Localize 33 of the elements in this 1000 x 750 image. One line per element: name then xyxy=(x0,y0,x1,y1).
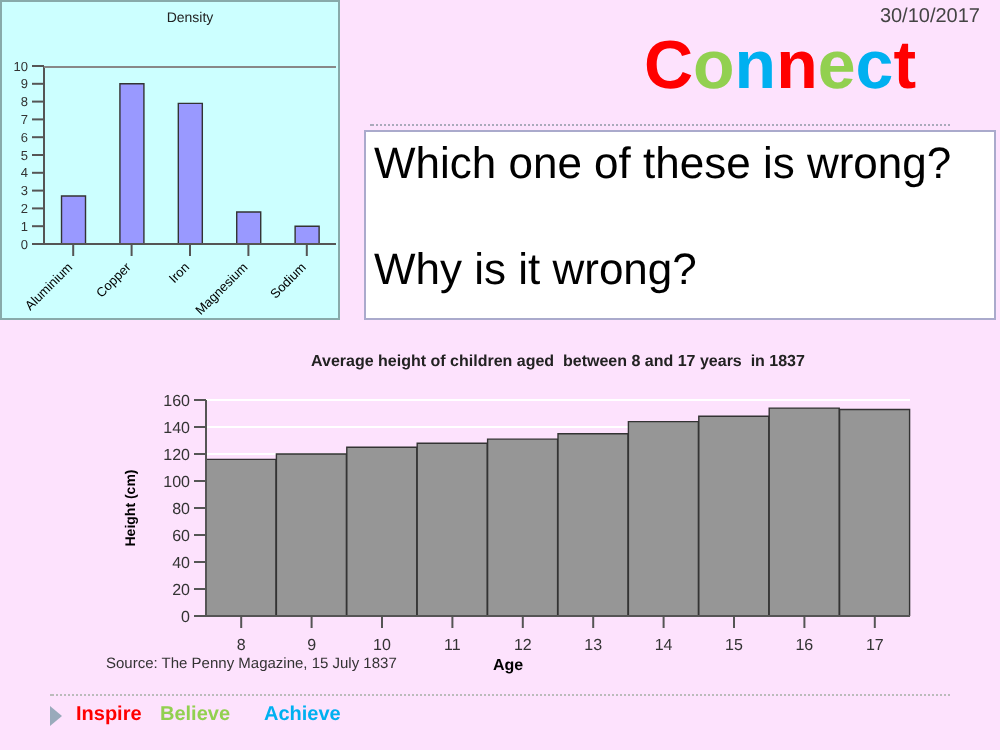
text: 30/10/2017 xyxy=(877,6,980,28)
text: Why is it wrong? xyxy=(374,244,697,296)
bar xyxy=(119,83,145,244)
text: Connect xyxy=(643,28,917,104)
chart-title: Average height of children aged between 8 and 17 years in 1837 xyxy=(309,352,807,370)
x-tick-label: 16 xyxy=(795,636,815,654)
y-tick-label: 120 xyxy=(163,445,192,464)
y-tick-label: 80 xyxy=(172,499,192,518)
x-tick-label: 14 xyxy=(654,636,674,654)
x-axis-title: Age xyxy=(492,656,525,674)
y-tick-label: 140 xyxy=(163,418,192,437)
text: Achieve xyxy=(264,704,341,726)
y-tick-label: 60 xyxy=(172,526,192,545)
x-tick-label: 10 xyxy=(373,636,392,654)
x-tick-label: 9 xyxy=(307,636,318,654)
y-tick-label: 100 xyxy=(163,472,192,491)
bar xyxy=(177,102,204,244)
x-tick-label: 15 xyxy=(725,636,744,654)
x-tick-label: 11 xyxy=(444,636,462,654)
x-tick-label: 12 xyxy=(513,636,533,654)
bar xyxy=(294,225,320,244)
y-tick-label: 0 xyxy=(181,607,192,626)
y-tick-label: 20 xyxy=(172,580,192,599)
x-tick-label: 17 xyxy=(865,636,885,654)
bar xyxy=(236,211,262,244)
bar xyxy=(60,195,87,244)
text: Inspire xyxy=(76,704,142,726)
y-tick-label: 40 xyxy=(172,553,192,572)
text: Which one of these is wrong? xyxy=(374,138,952,190)
x-tick-label: 8 xyxy=(236,636,247,654)
y-tick-label: 160 xyxy=(163,391,192,410)
x-tick-label: 13 xyxy=(584,636,604,654)
text: Believe xyxy=(160,704,231,726)
